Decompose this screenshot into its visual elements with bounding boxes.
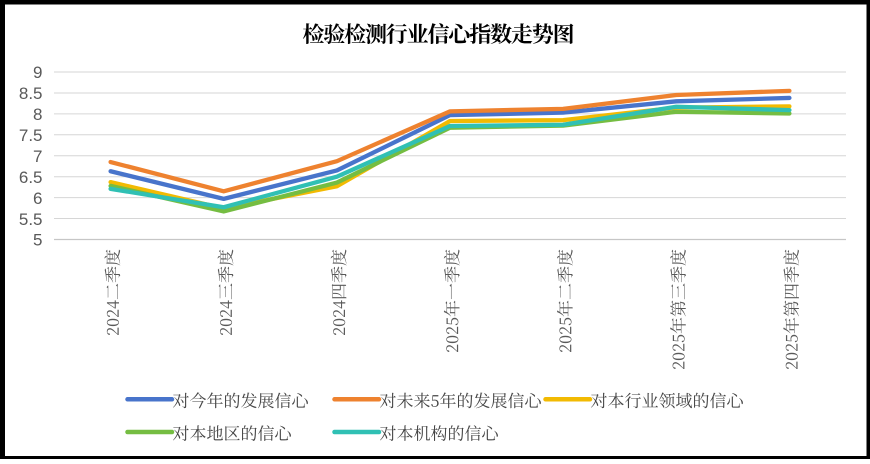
svg-text:5: 5 bbox=[33, 231, 42, 250]
svg-text:8: 8 bbox=[33, 105, 42, 124]
svg-text:5.5: 5.5 bbox=[19, 210, 43, 229]
svg-text:6: 6 bbox=[33, 189, 42, 208]
svg-text:8.5: 8.5 bbox=[19, 84, 43, 103]
svg-text:6.5: 6.5 bbox=[19, 168, 43, 187]
svg-text:9: 9 bbox=[33, 63, 42, 82]
svg-text:7.5: 7.5 bbox=[19, 126, 43, 145]
svg-text:7: 7 bbox=[33, 147, 42, 166]
